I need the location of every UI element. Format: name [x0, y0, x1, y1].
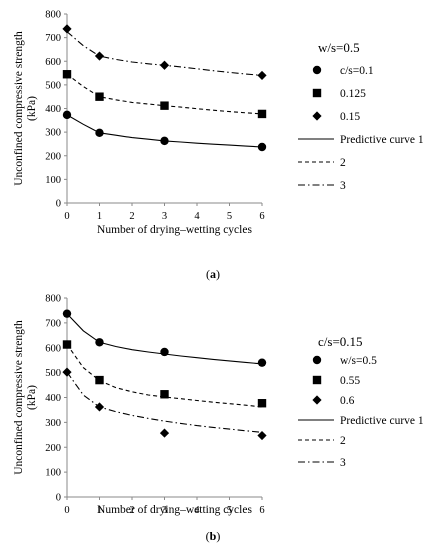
y-tick-label: 0 — [56, 199, 61, 210]
y-tick-label: 300 — [45, 418, 61, 429]
data-point-square — [257, 399, 267, 408]
data-point-diamond — [62, 24, 72, 34]
x-axis-label: Number of drying–wetting cycles — [97, 504, 252, 516]
x-tick-label: 4 — [194, 505, 200, 516]
y-axis-label-line: (kPa) — [26, 96, 38, 121]
y-tick-label: 500 — [45, 368, 61, 379]
data-point-diamond — [159, 428, 170, 438]
legend: c/s=0.15 w/s=0.5 0.55 0.6 Predictive curve 1… — [298, 334, 424, 469]
y-tick-label: 700 — [45, 318, 61, 329]
data-point-square — [62, 340, 72, 349]
y-tick-label: 600 — [45, 343, 61, 354]
y-tick-label: 400 — [45, 393, 61, 404]
data-point-square — [95, 92, 104, 101]
y-tick-label: 600 — [45, 57, 61, 68]
data-point-square — [160, 101, 169, 110]
legend-label: c/s=0.1 — [340, 65, 374, 77]
data-point-diamond — [94, 402, 105, 412]
legend-marker-square — [312, 88, 322, 98]
data-point-circle — [257, 142, 267, 152]
y-tick-label: 500 — [45, 80, 61, 91]
data-point-diamond — [257, 70, 267, 81]
y-tick-label: 200 — [45, 151, 61, 162]
legend-label: 3 — [340, 180, 346, 192]
legend-label: Predictive curve 1 — [340, 134, 424, 146]
data-point-diamond — [257, 430, 267, 441]
legend-title: c/s=0.15 — [318, 334, 363, 349]
x-tick-label: 6 — [259, 505, 264, 516]
x-tick-label: 2 — [129, 211, 134, 222]
legend-marker-diamond — [312, 395, 322, 405]
data-point-circle — [160, 347, 169, 357]
x-tick-label: 6 — [259, 211, 264, 222]
x-tick-label: 1 — [97, 505, 102, 516]
legend-label: 0.15 — [340, 111, 360, 123]
legend-marker-square — [312, 375, 322, 385]
y-axis-label: Unconfined compressive strength(kPa) — [13, 320, 38, 475]
y-tick-label: 100 — [45, 175, 61, 186]
y-axis-label-line: (kPa) — [26, 385, 38, 410]
y-tick-label: 100 — [45, 468, 61, 479]
data-point-diamond — [94, 51, 105, 61]
panel-label: (b) — [206, 529, 221, 543]
data-point-diamond — [159, 60, 170, 70]
panel-letter: b — [210, 529, 217, 543]
panel-label: (a) — [206, 267, 220, 281]
x-tick-label: 1 — [97, 211, 102, 222]
x-tick-label: 2 — [129, 505, 134, 516]
legend-label: 3 — [340, 457, 346, 469]
chart-panel-a: 0 100 200 300 400 500 600 700 800 0 1 2 3 4 5 6 Number o… — [13, 10, 424, 282]
data-point-circle — [95, 128, 104, 138]
data-point-square — [95, 375, 104, 385]
y-axis-label: Unconfined compressive strength(kPa) — [13, 31, 38, 186]
x-tick-label: 3 — [162, 505, 167, 516]
x-tick-label: 5 — [227, 211, 232, 222]
y-tick-label: 300 — [45, 128, 61, 139]
legend-label: 0.125 — [340, 88, 366, 100]
legend-title: w/s=0.5 — [318, 40, 360, 55]
data-point-circle — [257, 358, 267, 367]
data-point-circle — [62, 309, 72, 318]
predictive-curve-1 — [66, 313, 263, 365]
data-point-square — [160, 390, 169, 399]
y-tick-label: 800 — [45, 294, 61, 305]
data-point-circle — [160, 136, 169, 146]
chart-panel-b: 0 100 200 300 400 500 600 700 800 0 1 2 3 4 5 6 Number o… — [13, 294, 424, 544]
data-point-square — [257, 109, 267, 119]
x-tick-label: 4 — [194, 211, 200, 222]
y-axis-label-line: Unconfined compressive strength — [13, 31, 25, 186]
legend-label: w/s=0.5 — [340, 355, 377, 367]
legend: w/s=0.5 c/s=0.1 0.125 0.15 Predictive curve … — [298, 40, 424, 192]
y-tick-label: 200 — [45, 443, 61, 454]
x-axis-label: Number of drying–wetting cycles — [97, 224, 252, 236]
data-point-diamond — [62, 367, 72, 377]
legend-label: 2 — [340, 435, 346, 447]
panel-letter: a — [210, 267, 216, 281]
x-tick-label: 5 — [227, 505, 232, 516]
y-tick-label: 800 — [45, 10, 61, 21]
data-point-square — [62, 70, 72, 79]
y-tick-label: 0 — [56, 493, 61, 504]
legend-marker-diamond — [312, 111, 322, 121]
y-tick-label: 700 — [45, 33, 61, 44]
legend-label: 0.6 — [340, 395, 355, 407]
data-point-circle — [95, 338, 104, 347]
legend-label: Predictive curve 1 — [340, 415, 424, 427]
data-point-circle — [62, 110, 72, 120]
legend-label: 0.55 — [340, 375, 360, 387]
legend-label: 2 — [340, 157, 346, 169]
x-tick-label: 3 — [162, 211, 167, 222]
x-tick-label: 0 — [64, 211, 69, 222]
legend-marker-circle — [312, 355, 322, 365]
y-tick-label: 400 — [45, 104, 61, 115]
y-axis-label-line: Unconfined compressive strength — [13, 320, 25, 475]
x-tick-label: 0 — [64, 505, 69, 516]
legend-marker-circle — [312, 65, 322, 75]
